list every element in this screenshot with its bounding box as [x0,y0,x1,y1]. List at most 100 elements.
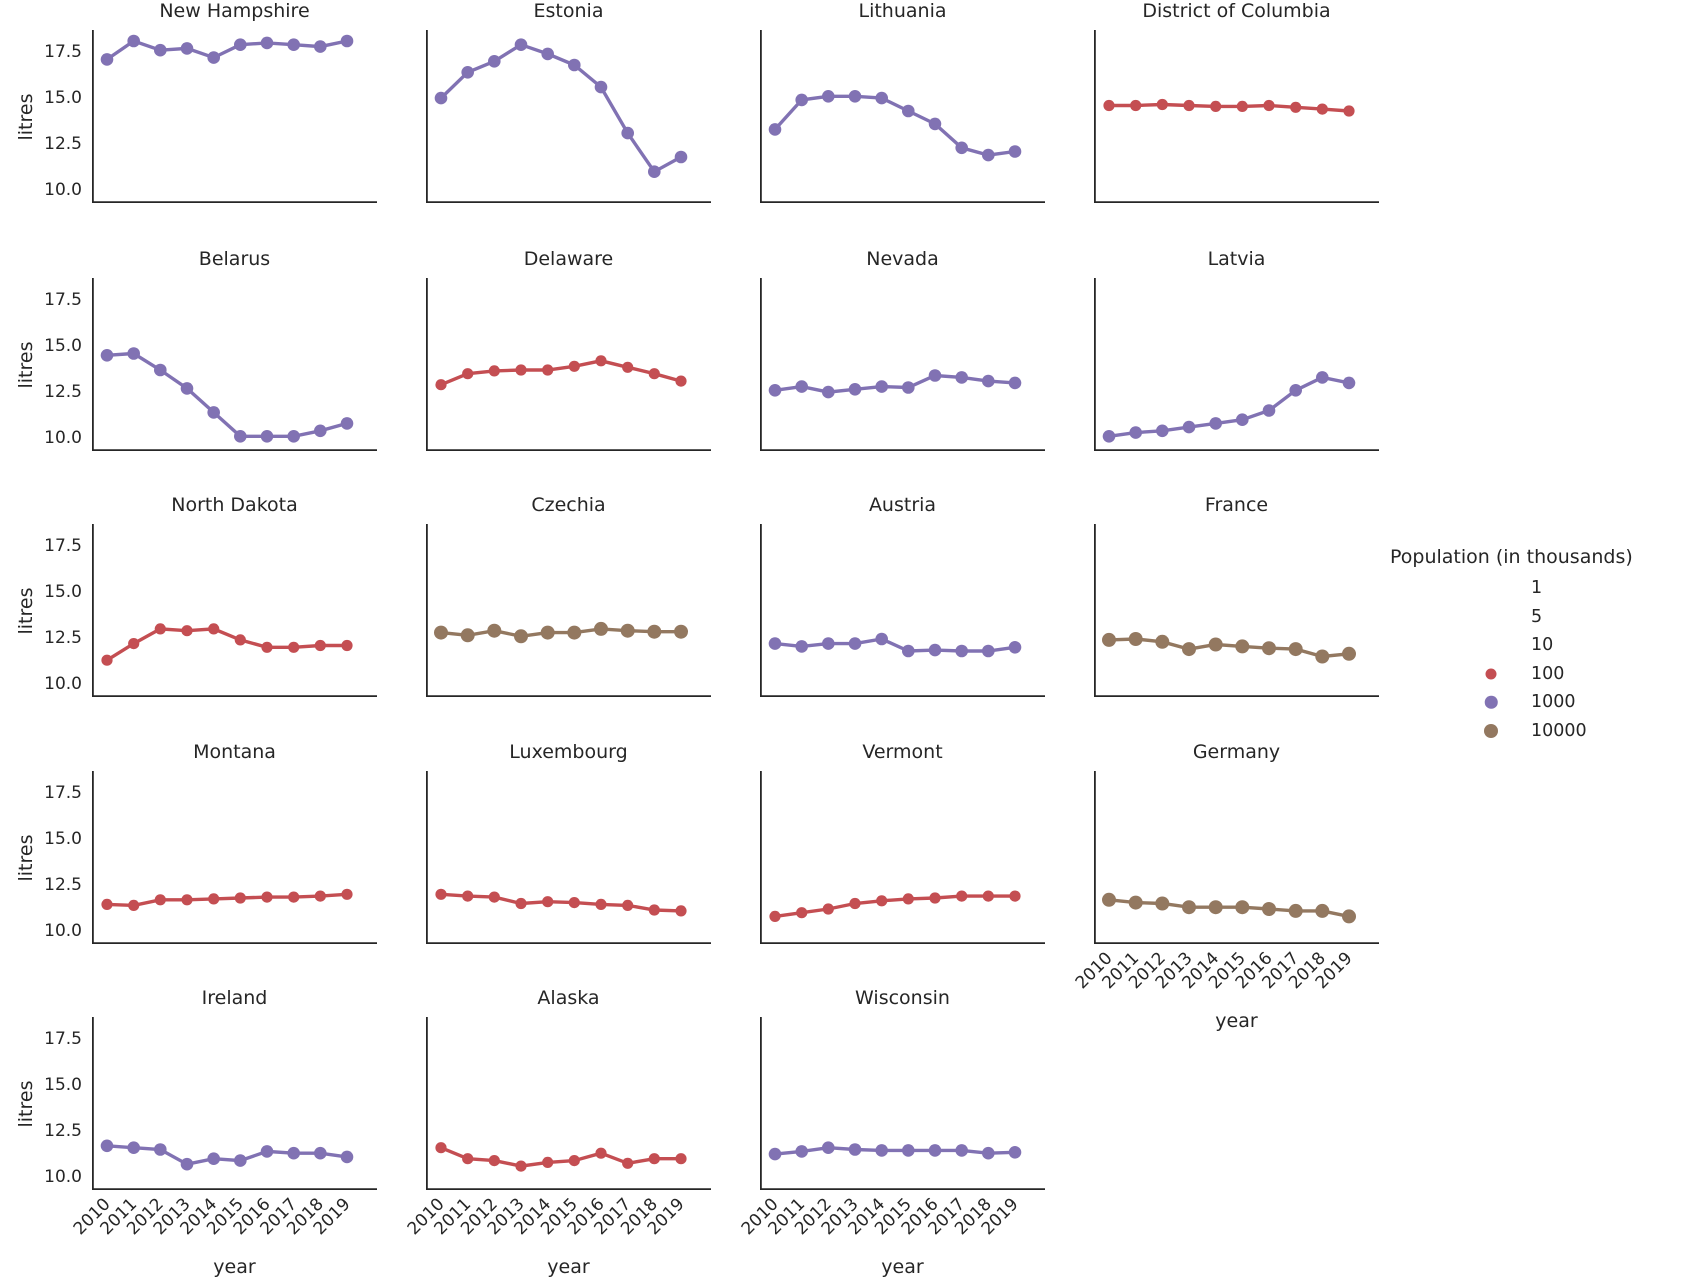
data-point [1208,900,1223,915]
data-point [795,640,808,653]
data-point [1183,99,1195,112]
data-point [154,623,166,635]
data-point [849,897,861,910]
data-point [261,641,273,653]
data-point [1155,896,1170,911]
data-point [1128,895,1143,910]
data-point [314,890,326,902]
data-point [514,38,528,51]
data-line [105,627,349,662]
facet-plot-vermont [759,771,1045,945]
facet-title: Lithuania [858,0,947,22]
facet-title: Belarus [198,248,271,270]
data-point [848,90,862,103]
data-point [675,1153,687,1165]
legend-dot-icon [1484,723,1498,738]
facet-plot-estonia [425,30,711,204]
data-point [461,66,474,79]
y-tick-label: 12.5 [44,134,82,155]
data-point [234,634,246,646]
data-point [434,625,448,640]
data-point [982,374,995,388]
data-point [648,904,660,916]
data-point [648,368,660,380]
facet-plot-delaware [425,278,711,452]
legend-title: Population (in thousands) [1390,546,1633,568]
facet-plot-montana [91,771,377,945]
data-point [568,897,580,909]
y-tick-label: 17.5 [44,536,82,557]
legend-item-label: 10 [1531,635,1554,655]
data-point [340,417,354,430]
data-point [128,638,140,650]
data-point [101,654,113,666]
facet-title: Latvia [1207,248,1266,270]
facet-plot-luxembourg [425,771,711,945]
data-point [515,364,527,376]
data-point [154,894,166,906]
data-point [180,382,194,395]
data-point [288,641,300,653]
data-point [982,1146,995,1160]
data-point [875,1144,888,1157]
data-point [515,897,527,910]
data-point [1342,646,1356,661]
facet-plot-new-hampshire [91,30,377,204]
data-line [773,894,1017,919]
data-point [1130,99,1142,112]
data-point [207,406,220,419]
data-point [127,1141,140,1154]
data-point [314,424,327,438]
data-point [1343,105,1355,117]
data-point [902,104,915,118]
data-point [795,93,808,107]
data-point [154,363,167,377]
data-point [875,91,888,105]
facet-title: Germany [1192,741,1281,763]
data-point [622,1157,634,1169]
facet-title: District of Columbia [1142,0,1331,22]
data-point [1102,430,1116,443]
data-point [434,91,448,105]
y-tick-label: 10.0 [44,428,82,449]
data-point [435,379,447,391]
data-point [929,892,941,904]
data-point [928,369,942,382]
data-point [595,898,607,910]
data-point [1103,99,1115,112]
data-point [260,430,274,443]
facet-title: Montana [193,741,276,763]
data-point [675,375,687,387]
data-point [622,361,634,373]
data-line [105,1144,349,1166]
data-point [488,365,500,377]
data-point [647,624,662,639]
facet-title: France [1204,494,1269,516]
data-point [982,644,995,658]
data-point [1128,632,1143,646]
data-point [955,141,968,155]
data-point [768,384,782,397]
y-axis-label: litres [15,93,37,140]
data-point [902,893,914,905]
data-line [773,1145,1017,1156]
data-point [101,898,113,910]
data-point [462,890,474,902]
facet-title: Czechia [531,494,606,516]
data-point [567,625,582,640]
data-point [127,347,140,360]
data-point [540,625,555,640]
data-point [1102,632,1116,647]
legend-dot-icon [1485,668,1497,679]
data-point [768,637,782,650]
facet-title: Delaware [523,248,614,270]
data-point [1155,634,1170,649]
data-point [956,890,968,902]
data-line [1107,637,1351,659]
facet-plot-france [1093,524,1379,698]
data-point [340,34,354,48]
data-point [462,1153,474,1165]
data-point [982,148,995,162]
legend-item-label: 1000 [1531,692,1576,712]
y-tick-label: 15.0 [44,582,82,603]
